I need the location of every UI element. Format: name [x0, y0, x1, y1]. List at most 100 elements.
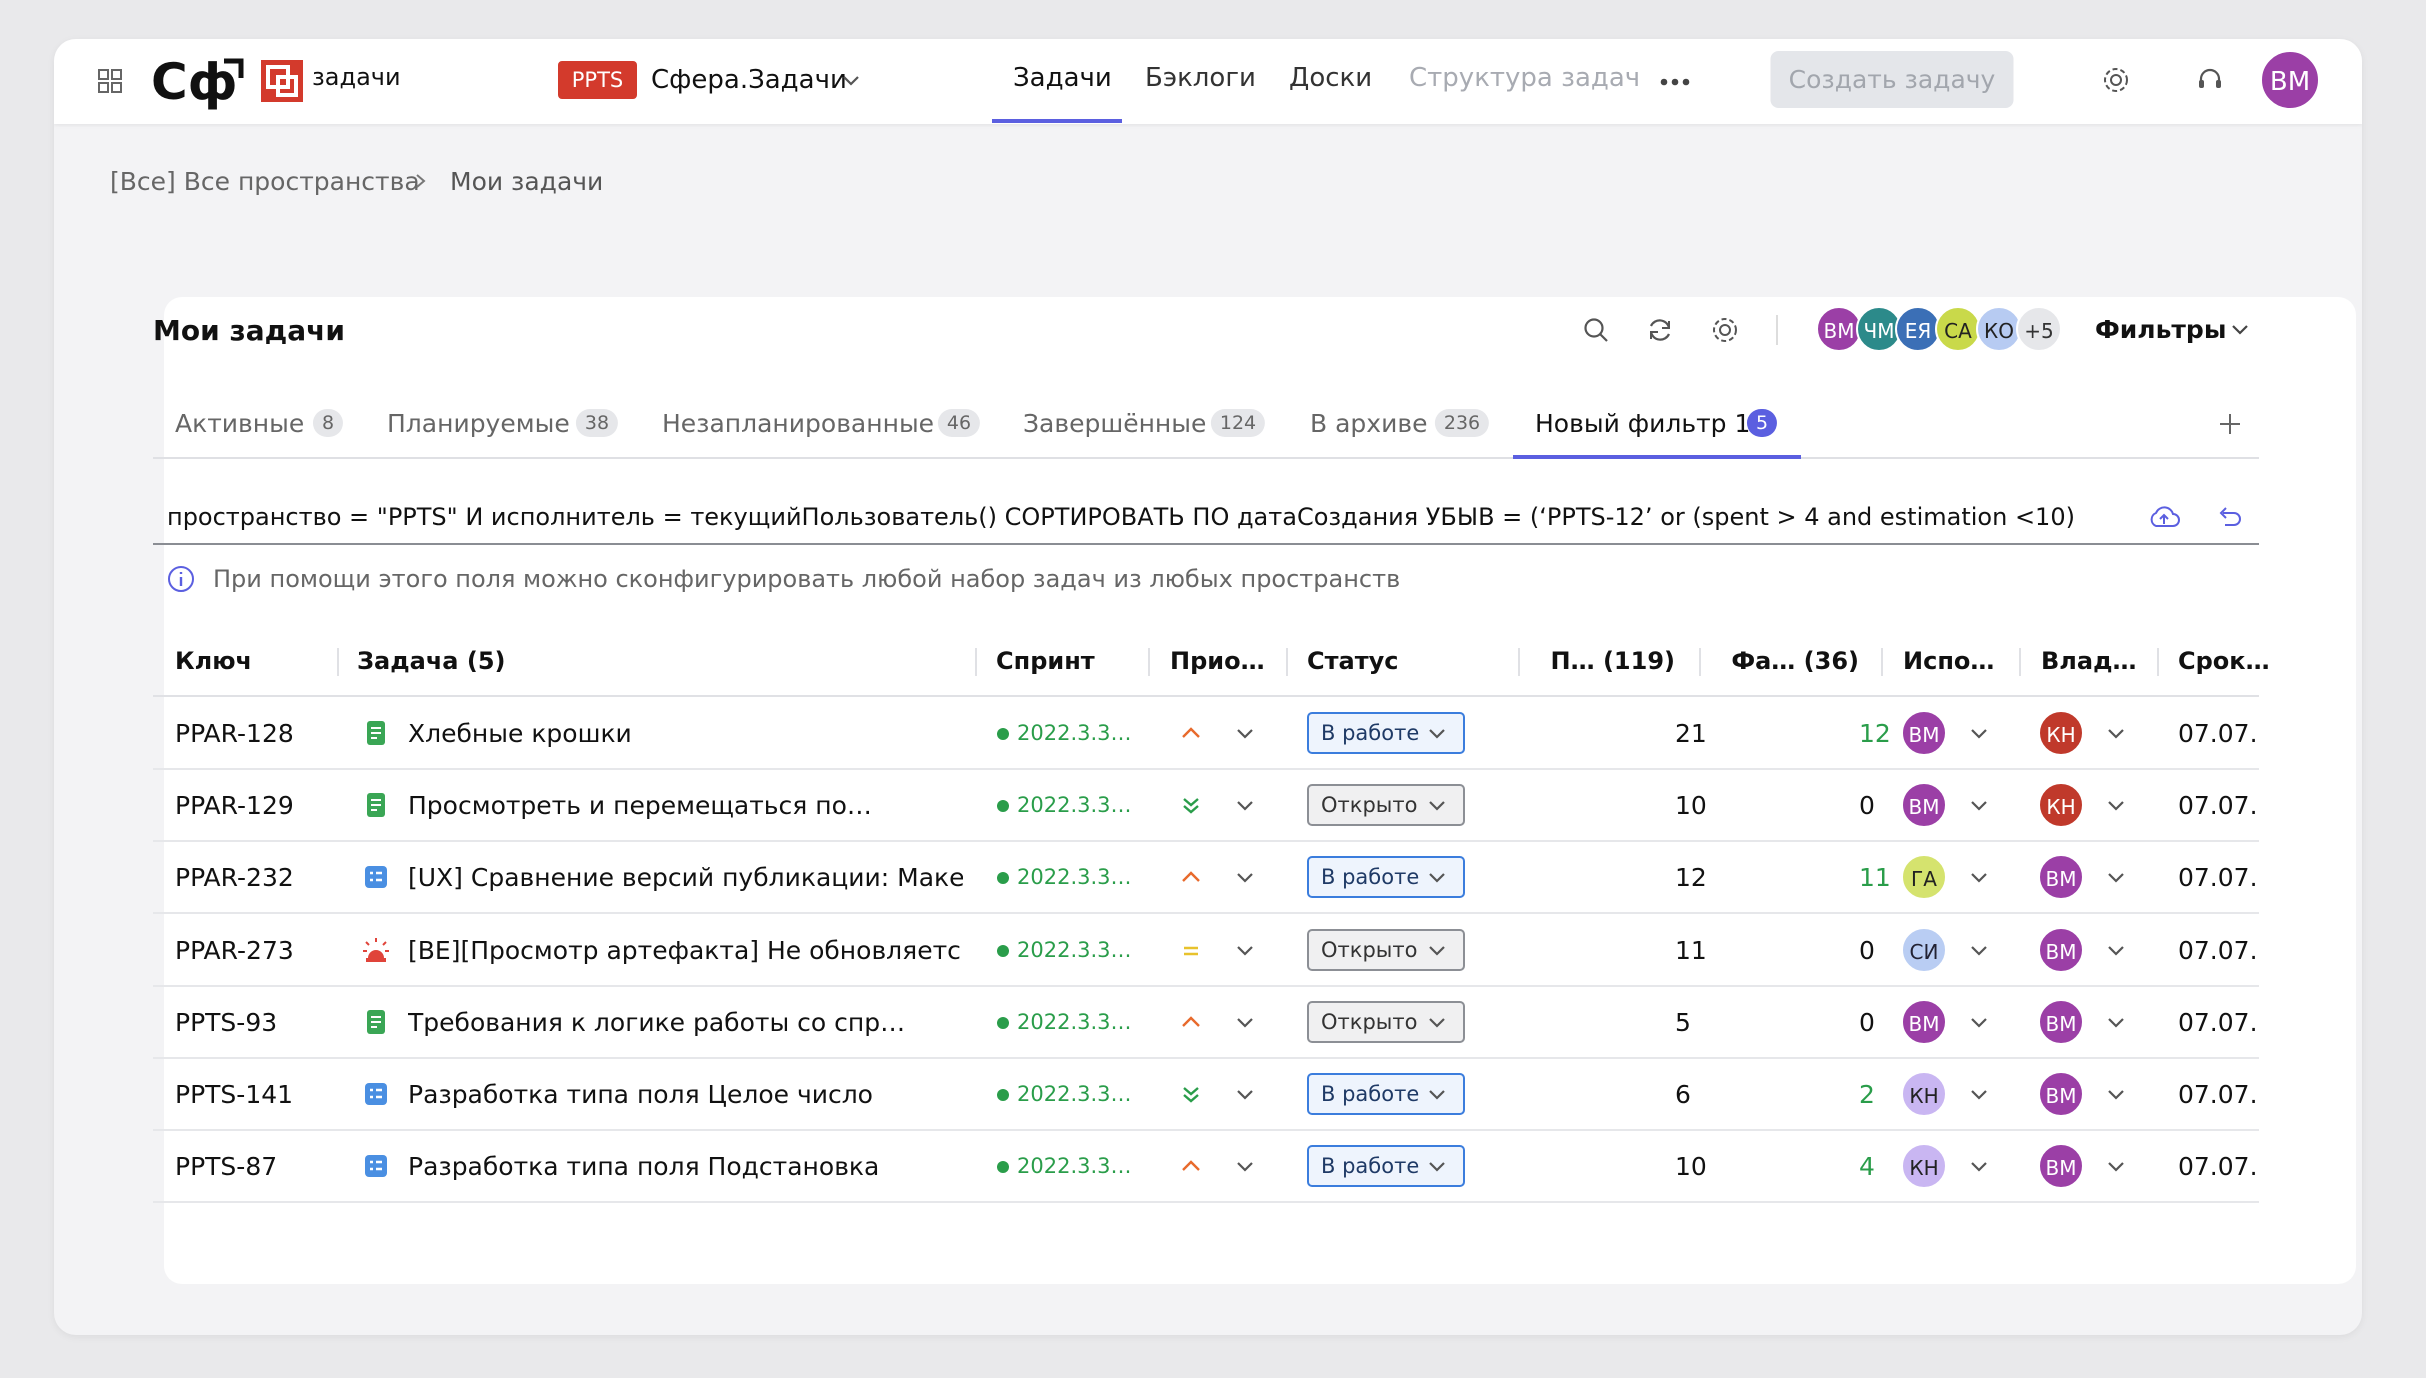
status-chevron[interactable] [1427, 1087, 1447, 1101]
task-key[interactable]: PPAR-128 [175, 718, 294, 748]
refresh-icon[interactable] [1646, 316, 1674, 344]
tab[interactable]: Планируемые [387, 408, 570, 438]
column-header[interactable]: Ключ [175, 647, 253, 675]
project-chevron[interactable] [841, 73, 861, 87]
icon-part [2108, 873, 2124, 883]
status-dropdown[interactable]: В работе [1307, 1145, 1465, 1187]
icon-part [2108, 1162, 2124, 1172]
status-dropdown[interactable]: В работе [1307, 1073, 1465, 1115]
priority-chevron[interactable] [1235, 798, 1255, 812]
create-button[interactable]: Создать задачу [1770, 51, 2014, 108]
task-type-icon [362, 1152, 390, 1180]
owner-chevron[interactable] [2106, 1015, 2126, 1029]
column-header[interactable]: Спринт [996, 647, 1095, 675]
support-icon[interactable] [2196, 66, 2224, 94]
priority-chevron[interactable] [1235, 1159, 1255, 1173]
status-chevron[interactable] [1427, 1015, 1447, 1029]
assignee-chevron[interactable] [1969, 943, 1989, 957]
row-border [153, 1201, 2259, 1203]
priority-chevron[interactable] [1235, 943, 1255, 957]
status-chevron[interactable] [1427, 943, 1447, 957]
assignee-chevron[interactable] [1969, 1015, 1989, 1029]
project-name[interactable]: Сфера.Задачи [651, 65, 847, 95]
owner-chevron[interactable] [2106, 943, 2126, 957]
owner-chevron[interactable] [2106, 1159, 2126, 1173]
icon-part [98, 69, 109, 80]
column-header[interactable]: Задача (5) [357, 647, 506, 675]
query-input[interactable]: пространство = "PPTS" И исполнитель = те… [167, 503, 2075, 531]
column-header[interactable]: Испо… [1903, 647, 1995, 675]
owner-chevron[interactable] [2106, 726, 2126, 740]
assignee-chevron[interactable] [1969, 1159, 1989, 1173]
more-icon[interactable] [1660, 72, 1690, 86]
settings-icon[interactable] [2102, 66, 2130, 94]
column-header[interactable]: Прио… [1170, 647, 1265, 675]
owner-chevron[interactable] [2106, 870, 2126, 884]
column-header[interactable]: Срок… [2178, 647, 2270, 675]
task-key[interactable]: PPTS-93 [175, 1007, 278, 1037]
task-title[interactable]: Требования к логике работы со спр… [408, 1007, 906, 1037]
task-key[interactable]: PPAR-129 [175, 790, 294, 820]
status-dropdown[interactable]: Открыто [1307, 784, 1465, 826]
status-chevron[interactable] [1427, 1159, 1447, 1173]
filters-button[interactable]: Фильтры [2095, 314, 2227, 344]
due-date: 07.07.2 [2178, 1151, 2259, 1181]
icon-part [1429, 729, 1445, 739]
tab[interactable]: Незапланированные [662, 408, 935, 438]
filters-chevron[interactable] [2230, 322, 2250, 336]
icon-part [1713, 318, 1737, 342]
column-header[interactable]: Фа… (36) [1731, 647, 1859, 675]
column-header[interactable]: Влад… [2041, 647, 2137, 675]
status-chevron[interactable] [1427, 798, 1447, 812]
nav-item[interactable]: Доски [1289, 63, 1373, 93]
owner-chevron[interactable] [2106, 798, 2126, 812]
task-key[interactable]: PPTS-87 [175, 1151, 278, 1181]
status-chevron[interactable] [1427, 726, 1447, 740]
nav-item[interactable]: Структура задач [1409, 63, 1641, 93]
priority-chevron[interactable] [1235, 870, 1255, 884]
nav-item[interactable]: Задачи [1013, 63, 1112, 93]
status-chevron[interactable] [1427, 870, 1447, 884]
tab-count: 236 [1434, 409, 1490, 437]
tab[interactable]: Завершённые [1023, 408, 1207, 438]
breadcrumb[interactable]: [Все] Все пространства [110, 166, 420, 196]
icon-part [1971, 1018, 1987, 1028]
status-dropdown[interactable]: Открыто [1307, 1001, 1465, 1043]
apps-icon[interactable] [97, 68, 123, 94]
task-key[interactable]: PPAR-232 [175, 862, 294, 892]
row-border [153, 985, 2259, 987]
undo-icon[interactable] [2217, 506, 2243, 528]
status-dropdown[interactable]: Открыто [1307, 929, 1465, 971]
task-title[interactable]: Разработка типа поля Подстановка [408, 1151, 880, 1181]
tab[interactable]: Новый фильтр 1 [1535, 408, 1751, 438]
settings-icon[interactable] [1711, 316, 1739, 344]
assignee-chevron[interactable] [1969, 870, 1989, 884]
owner-chevron[interactable] [2106, 1087, 2126, 1101]
search-icon[interactable] [1582, 316, 1610, 344]
task-title[interactable]: Разработка типа поля Целое число [408, 1079, 873, 1109]
icon-part [997, 1161, 1009, 1173]
assignee-chevron[interactable] [1969, 726, 1989, 740]
task-title[interactable]: [BE][Просмотр артефакта] Не обновляетс… [408, 935, 963, 965]
add-tab[interactable] [2219, 413, 2241, 435]
column-header[interactable]: Статус [1307, 647, 1399, 675]
status-dropdown[interactable]: В работе [1307, 712, 1465, 754]
priority-chevron[interactable] [1235, 1015, 1255, 1029]
save-icon[interactable] [2148, 504, 2180, 530]
task-title[interactable]: Хлебные крошки [408, 718, 632, 748]
tab[interactable]: В архиве [1310, 408, 1428, 438]
project-code[interactable]: PPTS [558, 61, 637, 99]
assignee-chevron[interactable] [1969, 798, 1989, 812]
tab[interactable]: Активные [175, 408, 305, 438]
task-key[interactable]: PPTS-141 [175, 1079, 294, 1109]
status-dropdown[interactable]: В работе [1307, 856, 1465, 898]
task-title[interactable]: [UX] Сравнение версий публикации: Маке… [408, 862, 963, 892]
task-title[interactable]: Просмотреть и перемещаться по… [408, 790, 872, 820]
assignee-chevron[interactable] [1969, 1087, 1989, 1101]
priority-chevron[interactable] [1235, 726, 1255, 740]
nav-item[interactable]: Бэклоги [1145, 63, 1256, 93]
icon-part [2232, 325, 2248, 335]
task-key[interactable]: PPAR-273 [175, 935, 294, 965]
priority-chevron[interactable] [1235, 1087, 1255, 1101]
column-header[interactable]: П… (119) [1550, 647, 1675, 675]
